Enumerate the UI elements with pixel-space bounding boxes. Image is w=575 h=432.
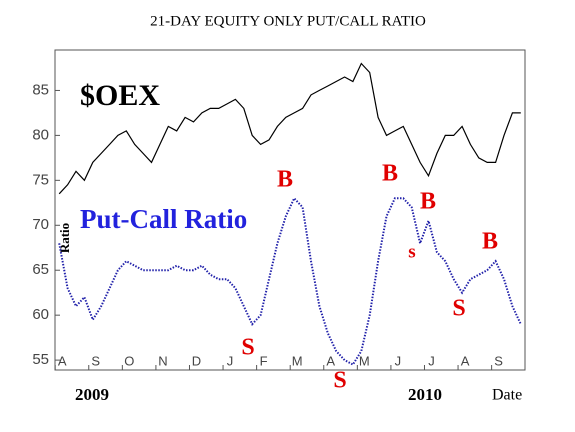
y-tick-label: 75: [32, 171, 49, 188]
annotation: B: [382, 161, 398, 187]
x-label: Date: [492, 387, 522, 404]
x-tick-label: S: [494, 353, 503, 368]
series-line: [58, 62, 521, 195]
series-label: Put-Call Ratio: [80, 204, 247, 234]
x-tick-label: N: [158, 353, 167, 368]
x-tick-label: A: [461, 353, 470, 368]
year-label: 2010: [408, 385, 442, 404]
x-tick-label: J: [395, 353, 402, 368]
x-tick-label: A: [326, 353, 335, 368]
annotation: B: [482, 229, 498, 255]
annotation: s: [408, 241, 415, 262]
annotation: B: [420, 189, 436, 215]
x-tick-label: A: [58, 353, 67, 368]
chart-title: 21-DAY EQUITY ONLY PUT/CALL RATIO: [150, 13, 426, 29]
x-tick-label: J: [428, 353, 435, 368]
y-tick-label: 85: [32, 81, 49, 98]
x-tick-label: D: [192, 353, 201, 368]
x-tick-label: J: [227, 353, 234, 368]
y-label: Ratio: [57, 223, 72, 253]
series-line: [58, 196, 522, 366]
y-tick-label: 60: [32, 306, 49, 323]
y-tick-label: 55: [32, 351, 49, 368]
x-tick-label: F: [260, 353, 268, 368]
annotation: S: [241, 335, 254, 361]
x-tick-label: M: [359, 353, 370, 368]
y-tick-label: 65: [32, 261, 49, 278]
y-tick-label: 80: [32, 126, 49, 143]
x-tick-label: M: [292, 353, 303, 368]
year-label: 2009: [75, 385, 109, 404]
series-label: $OEX: [80, 79, 160, 112]
annotation: B: [277, 167, 293, 193]
annotation: S: [452, 296, 465, 322]
annotation: S: [333, 368, 346, 394]
x-tick-label: O: [124, 353, 134, 368]
y-tick-label: 70: [32, 216, 49, 233]
x-tick-label: S: [91, 353, 100, 368]
